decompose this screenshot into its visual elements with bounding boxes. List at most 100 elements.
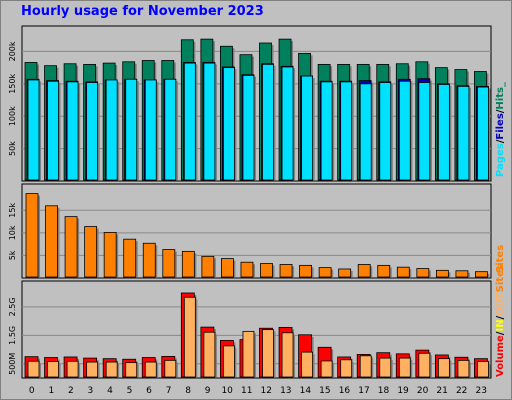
bar-volume-out	[379, 357, 392, 378]
bar-volume-out	[27, 360, 40, 378]
bar-pages	[183, 62, 196, 181]
bar-sites	[435, 269, 449, 278]
bar-volume-out	[477, 361, 489, 378]
bar-sites	[357, 264, 371, 278]
bar-pages	[301, 75, 313, 181]
bar-sites	[221, 258, 234, 278]
bar-sites	[338, 268, 352, 278]
x-tick-label: 6	[146, 386, 152, 396]
x-tick-label: 5	[127, 386, 133, 396]
x-tick-label: 9	[205, 386, 211, 396]
legend-volume-item: Volume	[495, 335, 506, 377]
bar-sites	[45, 205, 58, 278]
bar-sites	[475, 271, 488, 278]
bar-volume-out	[281, 332, 294, 378]
y-tick-label: 500M	[8, 353, 17, 375]
bar-sites	[64, 216, 78, 278]
bar-pages	[223, 67, 235, 181]
bar-pages	[320, 81, 333, 181]
bar-pages	[359, 83, 372, 181]
x-tick-label: 21	[436, 386, 447, 396]
legend-hits-item: Hits	[495, 87, 506, 110]
legend-hits-item: _	[495, 82, 506, 87]
y-tick-label: 50k	[8, 141, 17, 156]
bar-volume-out	[203, 331, 216, 378]
bar-pages	[203, 62, 216, 181]
y-tick-label: 10k	[8, 225, 17, 240]
y-tick-label: 1.5G	[8, 326, 17, 345]
bar-pages	[262, 63, 274, 181]
bar-sites	[84, 226, 98, 278]
x-tick-label: 12	[261, 386, 272, 396]
bar-volume-out	[242, 330, 255, 378]
bar-volume-out	[262, 329, 274, 378]
bar-pages	[66, 81, 79, 181]
bar-volume-out	[398, 357, 411, 378]
bar-pages	[105, 79, 118, 181]
bar-volume-out	[164, 359, 177, 378]
x-tick-label: 16	[339, 386, 351, 396]
bar-pages	[437, 84, 450, 181]
y-tick-label: 100k	[8, 106, 17, 126]
bar-volume-out	[320, 360, 333, 378]
bar-volume-out	[301, 351, 313, 378]
x-tick-label: 17	[358, 386, 369, 396]
x-tick-label: 7	[166, 386, 172, 396]
bar-pages	[398, 80, 411, 181]
bar-volume-out	[105, 361, 118, 378]
legend-hits-item: /	[495, 139, 506, 143]
bar-sites	[416, 268, 430, 278]
bar-volume-out	[183, 296, 196, 378]
legend-volume-item: IN	[495, 319, 506, 331]
bar-volume-out	[144, 361, 157, 378]
bar-pages	[477, 86, 489, 181]
legend-volume-item: /	[495, 315, 506, 319]
legend-hits-item: Pages	[495, 143, 506, 177]
x-tick-label: 11	[241, 386, 252, 396]
x-tick-label: 20	[417, 386, 429, 396]
bar-volume-out	[437, 358, 450, 378]
x-tick-label: 3	[88, 386, 94, 396]
y-tick-label: 200k	[8, 41, 17, 61]
legend-volume-item: /	[495, 331, 506, 335]
bar-pages	[47, 80, 59, 181]
bar-sites	[240, 261, 254, 278]
bar-sites	[25, 193, 39, 278]
bar-sites	[103, 232, 117, 278]
legend-hits-item: /	[495, 109, 506, 113]
x-tick-label: 23	[476, 386, 487, 396]
bar-sites	[396, 266, 410, 278]
bar-pages	[281, 66, 294, 181]
bar-sites	[455, 270, 469, 278]
bar-sites	[162, 249, 176, 278]
bar-pages	[144, 79, 157, 181]
x-tick-label: 15	[319, 386, 330, 396]
bar-sites	[142, 242, 156, 278]
x-tick-label: 2	[68, 386, 74, 396]
bar-sites	[181, 250, 195, 278]
legend-hits-item: Files	[495, 113, 506, 139]
bar-volume-out	[457, 359, 470, 378]
bar-volume-out	[66, 360, 79, 378]
bar-sites	[377, 264, 391, 278]
x-tick-label: 8	[185, 386, 191, 396]
bar-volume-out	[125, 362, 138, 378]
y-tick-label: 5k	[8, 250, 17, 260]
bar-pages	[27, 79, 40, 181]
x-tick-label: 19	[397, 386, 409, 396]
bar-volume-out	[47, 361, 59, 378]
bar-sites	[299, 264, 312, 278]
bar-pages	[125, 78, 138, 181]
legend-hits: Pages/Files/Hits_	[495, 82, 506, 177]
bar-volume-out	[418, 352, 431, 378]
plot-area-sites	[21, 183, 492, 279]
x-tick-label: 14	[300, 386, 312, 396]
bar-pages	[86, 82, 99, 181]
bar-volume-out	[86, 361, 99, 378]
bar-sites	[318, 267, 332, 278]
legend-volume-item: OUT	[495, 292, 506, 316]
bar-pages	[379, 82, 392, 181]
x-tick-label: 4	[107, 386, 113, 396]
legend-volume-item: Sites	[495, 264, 506, 292]
